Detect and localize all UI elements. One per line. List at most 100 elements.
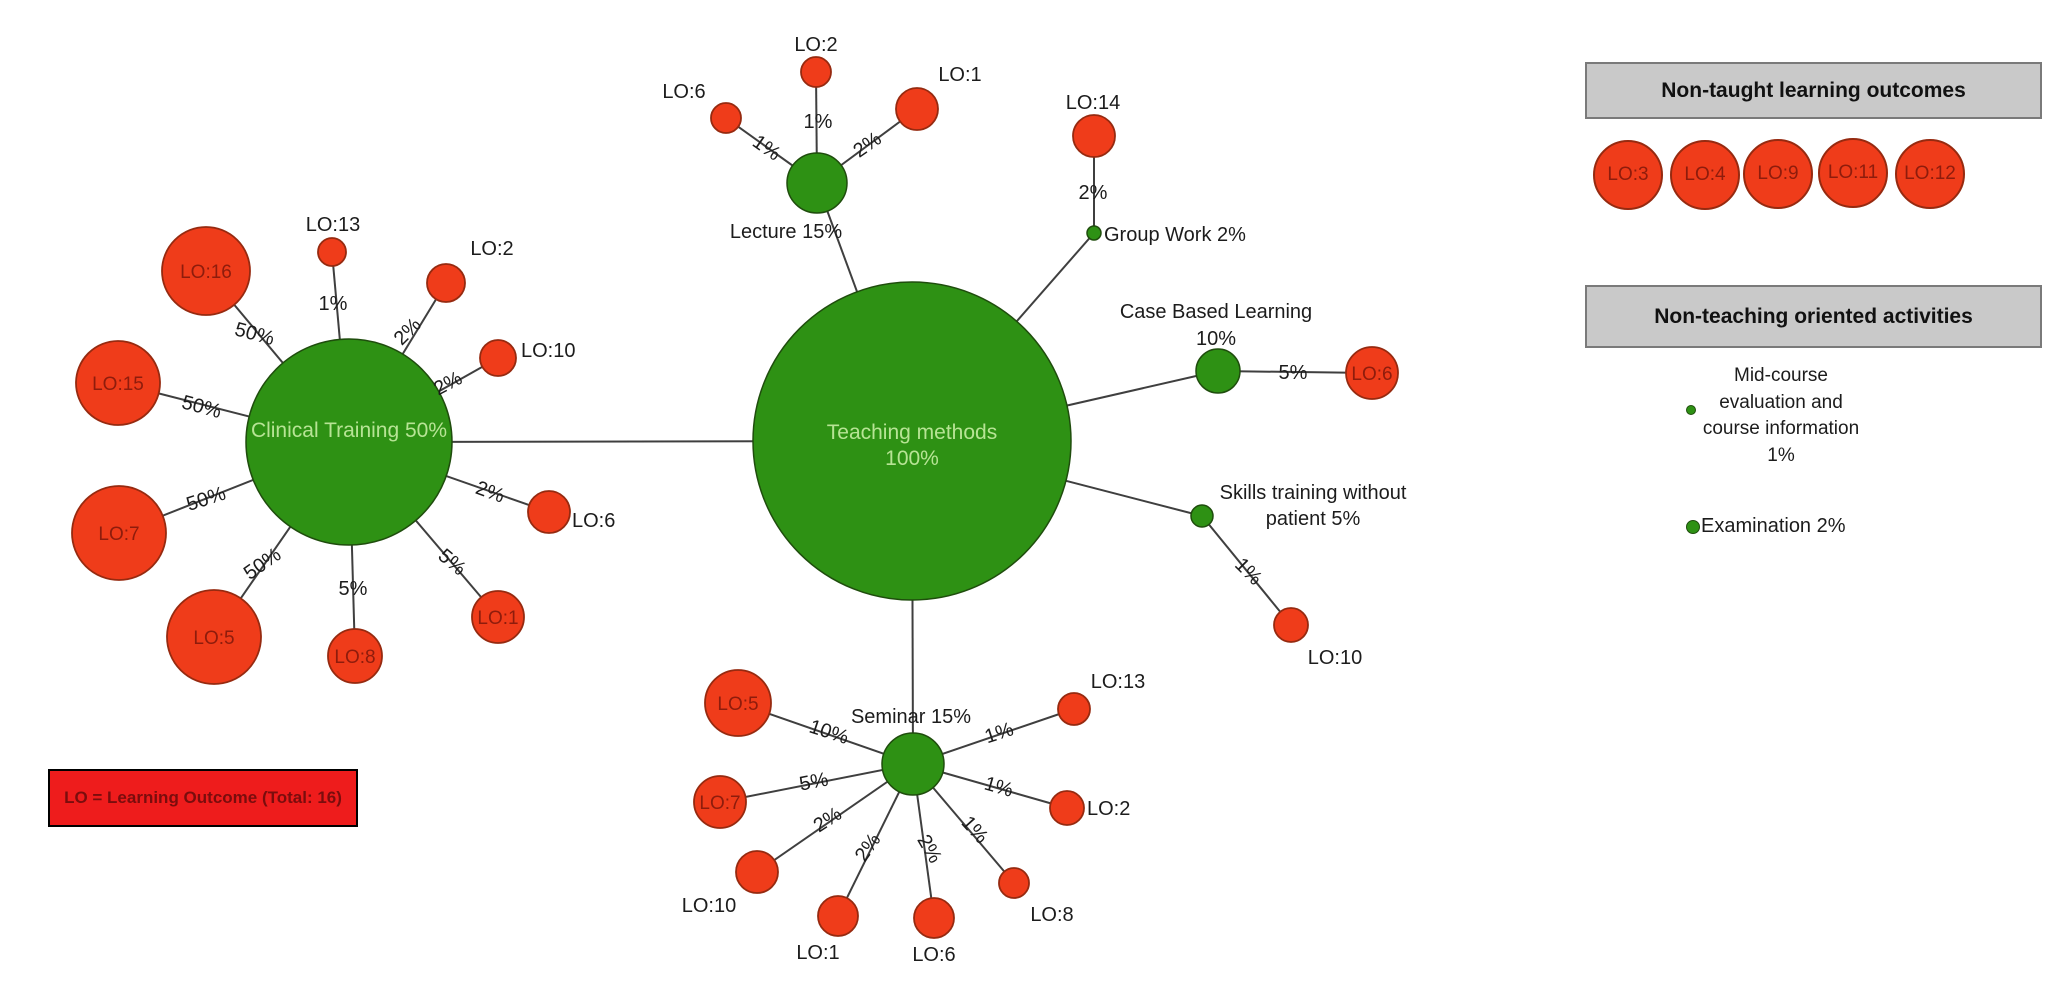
- hub-label-skills-training: Skills training without: [1220, 482, 1407, 504]
- node-seminar-lo7: [693, 775, 747, 829]
- hub-label-case-based-learning: Case Based Learning: [1120, 301, 1312, 323]
- midcourse-dot-icon: [1686, 405, 1696, 415]
- hub-label-lecture: Lecture 15%: [730, 221, 843, 243]
- pct-seminar-lo8: 1%: [957, 812, 993, 848]
- hub-group-work: [1086, 225, 1102, 241]
- hub-label-case-based-learning: 10%: [1196, 328, 1236, 350]
- label-lecture-lo2: LO:2: [794, 34, 837, 56]
- pct-clinical-lo8: 5%: [339, 578, 368, 600]
- node-clinical-lo5: [166, 589, 262, 685]
- label-lecture-lo6: LO:6: [662, 81, 705, 103]
- hub-label-seminar: Seminar 15%: [851, 706, 971, 728]
- midcourse-item: Mid-course evaluation and course informa…: [1661, 363, 1901, 469]
- edge-seminar-lo7: [719, 763, 914, 803]
- examination-dot-icon: [1686, 520, 1700, 534]
- node-clinical-lo2: [426, 263, 466, 303]
- pct-lecture-lo6: 1%: [748, 131, 784, 166]
- hub-teaching-methods: [752, 281, 1072, 601]
- node-clinical-lo8: [327, 628, 383, 684]
- label-seminar-lo8: LO:8: [1030, 904, 1073, 926]
- legend-circle-lo4: LO:4: [1670, 140, 1740, 210]
- pct-clinical-lo15: 50%: [179, 391, 224, 423]
- node-seminar-lo6: [913, 897, 955, 939]
- hub-skills-training: [1190, 504, 1214, 528]
- pct-clinical-lo1: 5%: [434, 545, 470, 581]
- pct-groupwork-lo14: 2%: [1079, 182, 1108, 204]
- pct-seminar-lo7: 5%: [798, 769, 831, 796]
- label-seminar-lo5: LO:5: [717, 694, 758, 715]
- hub-label-teaching-methods: 100%: [885, 447, 939, 470]
- lo-note-text: LO = Learning Outcome (Total: 16): [64, 788, 342, 807]
- node-seminar-lo13: [1057, 692, 1091, 726]
- pct-clinical-lo16: 50%: [232, 318, 277, 350]
- legend-non-taught-title: Non-taught learning outcomes: [1661, 78, 1966, 102]
- node-seminar-lo10: [735, 850, 779, 894]
- hub-lecture: [786, 152, 848, 214]
- node-lecture-lo2: [800, 56, 832, 88]
- midcourse-line: 1%: [1767, 444, 1795, 466]
- legend-non-taught-header: Non-taught learning outcomes: [1585, 62, 2042, 119]
- node-clinical-lo16: [161, 226, 251, 316]
- label-clinical-lo13: LO:13: [306, 214, 360, 236]
- pct-clinical-lo6: 2%: [473, 477, 508, 508]
- hub-seminar: [881, 732, 945, 796]
- pct-seminar-lo1: 2%: [851, 829, 886, 865]
- node-seminar-lo5: [704, 669, 772, 737]
- pct-seminar-lo6: 2%: [912, 831, 946, 867]
- legend-circle-lo12: LO:12: [1895, 139, 1965, 209]
- label-clinical-lo2: LO:2: [470, 238, 513, 260]
- node-skills-lo10: [1273, 607, 1309, 643]
- label-clinical-lo10: LO:10: [521, 340, 575, 362]
- label-seminar-lo2: LO:2: [1087, 798, 1130, 820]
- node-clinical-lo6: [527, 490, 571, 534]
- pct-casebased-lo6: 5%: [1279, 362, 1308, 384]
- label-clinical-lo6: LO:6: [572, 510, 615, 532]
- pct-lecture-lo1: 2%: [849, 128, 885, 163]
- node-groupwork-lo14: [1072, 114, 1116, 158]
- node-clinical-lo10: [479, 339, 517, 377]
- pct-skills-lo10: 1%: [1230, 554, 1266, 590]
- hub-label-skills-training: patient 5%: [1266, 508, 1361, 530]
- label-seminar-lo1: LO:1: [796, 942, 839, 964]
- legend-circle-lo9: LO:9: [1743, 139, 1813, 209]
- label-groupwork-lo14: LO:14: [1066, 92, 1120, 114]
- legend-circle-lo11: LO:11: [1818, 138, 1888, 208]
- node-lecture-lo1: [895, 87, 939, 131]
- pct-lecture-lo2: 1%: [804, 111, 833, 133]
- hub-case-based-learning: [1195, 348, 1241, 394]
- node-lecture-lo6: [710, 102, 742, 134]
- node-clinical-lo1: [471, 590, 525, 644]
- node-seminar-lo2: [1049, 790, 1085, 826]
- node-casebased-lo6: [1345, 346, 1399, 400]
- label-lecture-lo1: LO:1: [938, 64, 981, 86]
- node-seminar-lo8: [998, 867, 1030, 899]
- hub-clinical-training: [245, 338, 453, 546]
- hub-label-clinical-training: Clinical Training 50%: [251, 419, 447, 442]
- pct-clinical-lo2: 2%: [390, 314, 426, 350]
- midcourse-line: evaluation and: [1719, 391, 1843, 413]
- midcourse-line: Mid-course: [1734, 365, 1828, 386]
- legend-non-teaching-title: Non-teaching oriented activities: [1654, 304, 1973, 328]
- label-clinical-lo8: LO:8: [334, 647, 375, 668]
- legend-non-teaching-header: Non-teaching oriented activities: [1585, 285, 2042, 348]
- label-clinical-lo15: LO:15: [92, 374, 144, 395]
- label-casebased-lo6: LO:6: [1351, 364, 1392, 385]
- pct-seminar-lo5: 10%: [806, 716, 851, 749]
- midcourse-line: course information: [1702, 418, 1860, 439]
- pct-clinical-lo7: 50%: [184, 483, 229, 516]
- label-seminar-lo13: LO:13: [1091, 671, 1145, 693]
- edge-skills-lo10: [1201, 515, 1292, 626]
- node-clinical-lo13: [317, 237, 347, 267]
- examination-item: Examination 2%: [1701, 515, 1846, 537]
- pct-seminar-lo2: 1%: [982, 773, 1016, 802]
- pct-seminar-lo13: 1%: [982, 718, 1016, 748]
- node-clinical-lo15: [75, 340, 161, 426]
- label-clinical-lo7: LO:7: [98, 524, 139, 545]
- node-seminar-lo1: [817, 895, 859, 937]
- label-clinical-lo5: LO:5: [193, 628, 234, 649]
- label-clinical-lo16: LO:16: [180, 262, 232, 283]
- label-skills-lo10: LO:10: [1308, 647, 1362, 669]
- lo-note-box: LO = Learning Outcome (Total: 16): [48, 769, 358, 827]
